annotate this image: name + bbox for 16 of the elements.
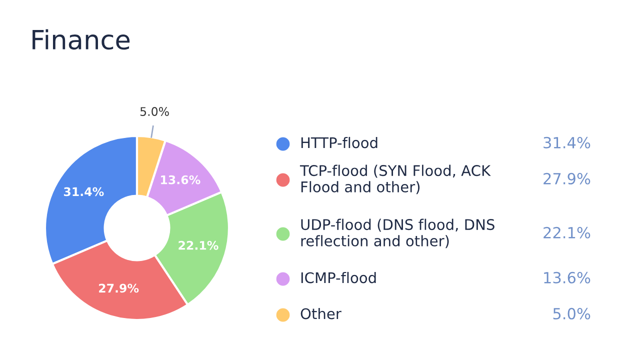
data-label: 5.0%	[140, 107, 169, 116]
data-label: 27.9%	[99, 284, 139, 293]
text: 5.0%	[553, 308, 590, 320]
chart-title: Finance	[32, 29, 130, 50]
text: 27.9%	[544, 172, 590, 184]
text: 31.4%	[544, 136, 590, 148]
legend-label: TCP-flood (SYN Flood, ACK Flood and other)	[300, 164, 491, 194]
data-label: 31.4%	[64, 187, 104, 196]
legend-label: HTTP-flood	[301, 136, 378, 148]
legend-label: Other	[300, 308, 342, 320]
legend-label: ICMP-flood	[301, 272, 376, 284]
legend-label: UDP-flood (DNS flood, DNS reflection and other)	[301, 218, 494, 248]
data-label: 13.6%	[161, 175, 200, 184]
text: 13.6%	[544, 272, 590, 284]
data-label: 22.1%	[178, 240, 218, 250]
text: 22.1%	[544, 226, 590, 238]
